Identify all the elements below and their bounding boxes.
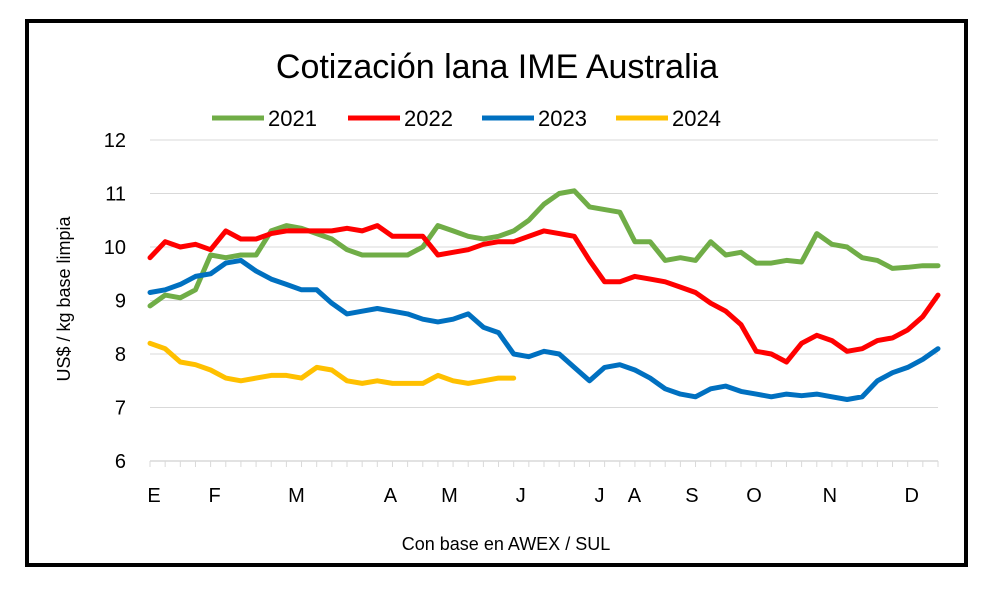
chart-series: [147, 188, 941, 402]
y-axis-ticks: 6 7 8 9 10 11 12: [104, 130, 126, 473]
y-tick-label: 6: [115, 451, 126, 473]
chart-legend: 2021 2022 2023 2024: [212, 106, 721, 131]
x-tick-label: N: [823, 485, 837, 507]
x-tick-label: F: [209, 485, 221, 507]
x-tick-label: A: [384, 485, 398, 507]
series-line-2023: [147, 257, 941, 402]
legend-label-2022: 2022: [404, 106, 453, 131]
y-tick-label: 11: [105, 184, 126, 206]
x-tick-label: M: [441, 485, 458, 507]
y-tick-label: 10: [104, 237, 126, 259]
legend-label-2023: 2023: [538, 106, 587, 131]
series-line-2024: [147, 340, 517, 386]
series-line-2022: [147, 223, 941, 365]
x-tick-label: D: [904, 485, 918, 507]
y-tick-label: 9: [115, 291, 126, 313]
y-axis-label: US$ / kg base limpia: [54, 215, 74, 381]
y-tick-label: 8: [115, 344, 126, 366]
x-tick-label: J: [595, 485, 605, 507]
chart-gridlines: [150, 139, 938, 408]
y-tick-label: 12: [104, 130, 126, 152]
x-tick-label: E: [147, 485, 160, 507]
legend-label-2021: 2021: [268, 106, 317, 131]
x-tick-label: J: [516, 485, 526, 507]
x-tick-label: O: [746, 485, 762, 507]
x-axis-label: Con base en AWEX / SUL: [402, 534, 610, 554]
chart-frame: [25, 19, 968, 567]
legend-label-2024: 2024: [672, 106, 721, 131]
series-line-2021: [147, 188, 941, 309]
x-tick-label: M: [288, 485, 305, 507]
chart-title: Cotización lana IME Australia: [276, 48, 718, 86]
x-tick-label: S: [685, 485, 698, 507]
y-tick-label: 7: [115, 398, 126, 420]
x-tick-label: A: [628, 485, 642, 507]
